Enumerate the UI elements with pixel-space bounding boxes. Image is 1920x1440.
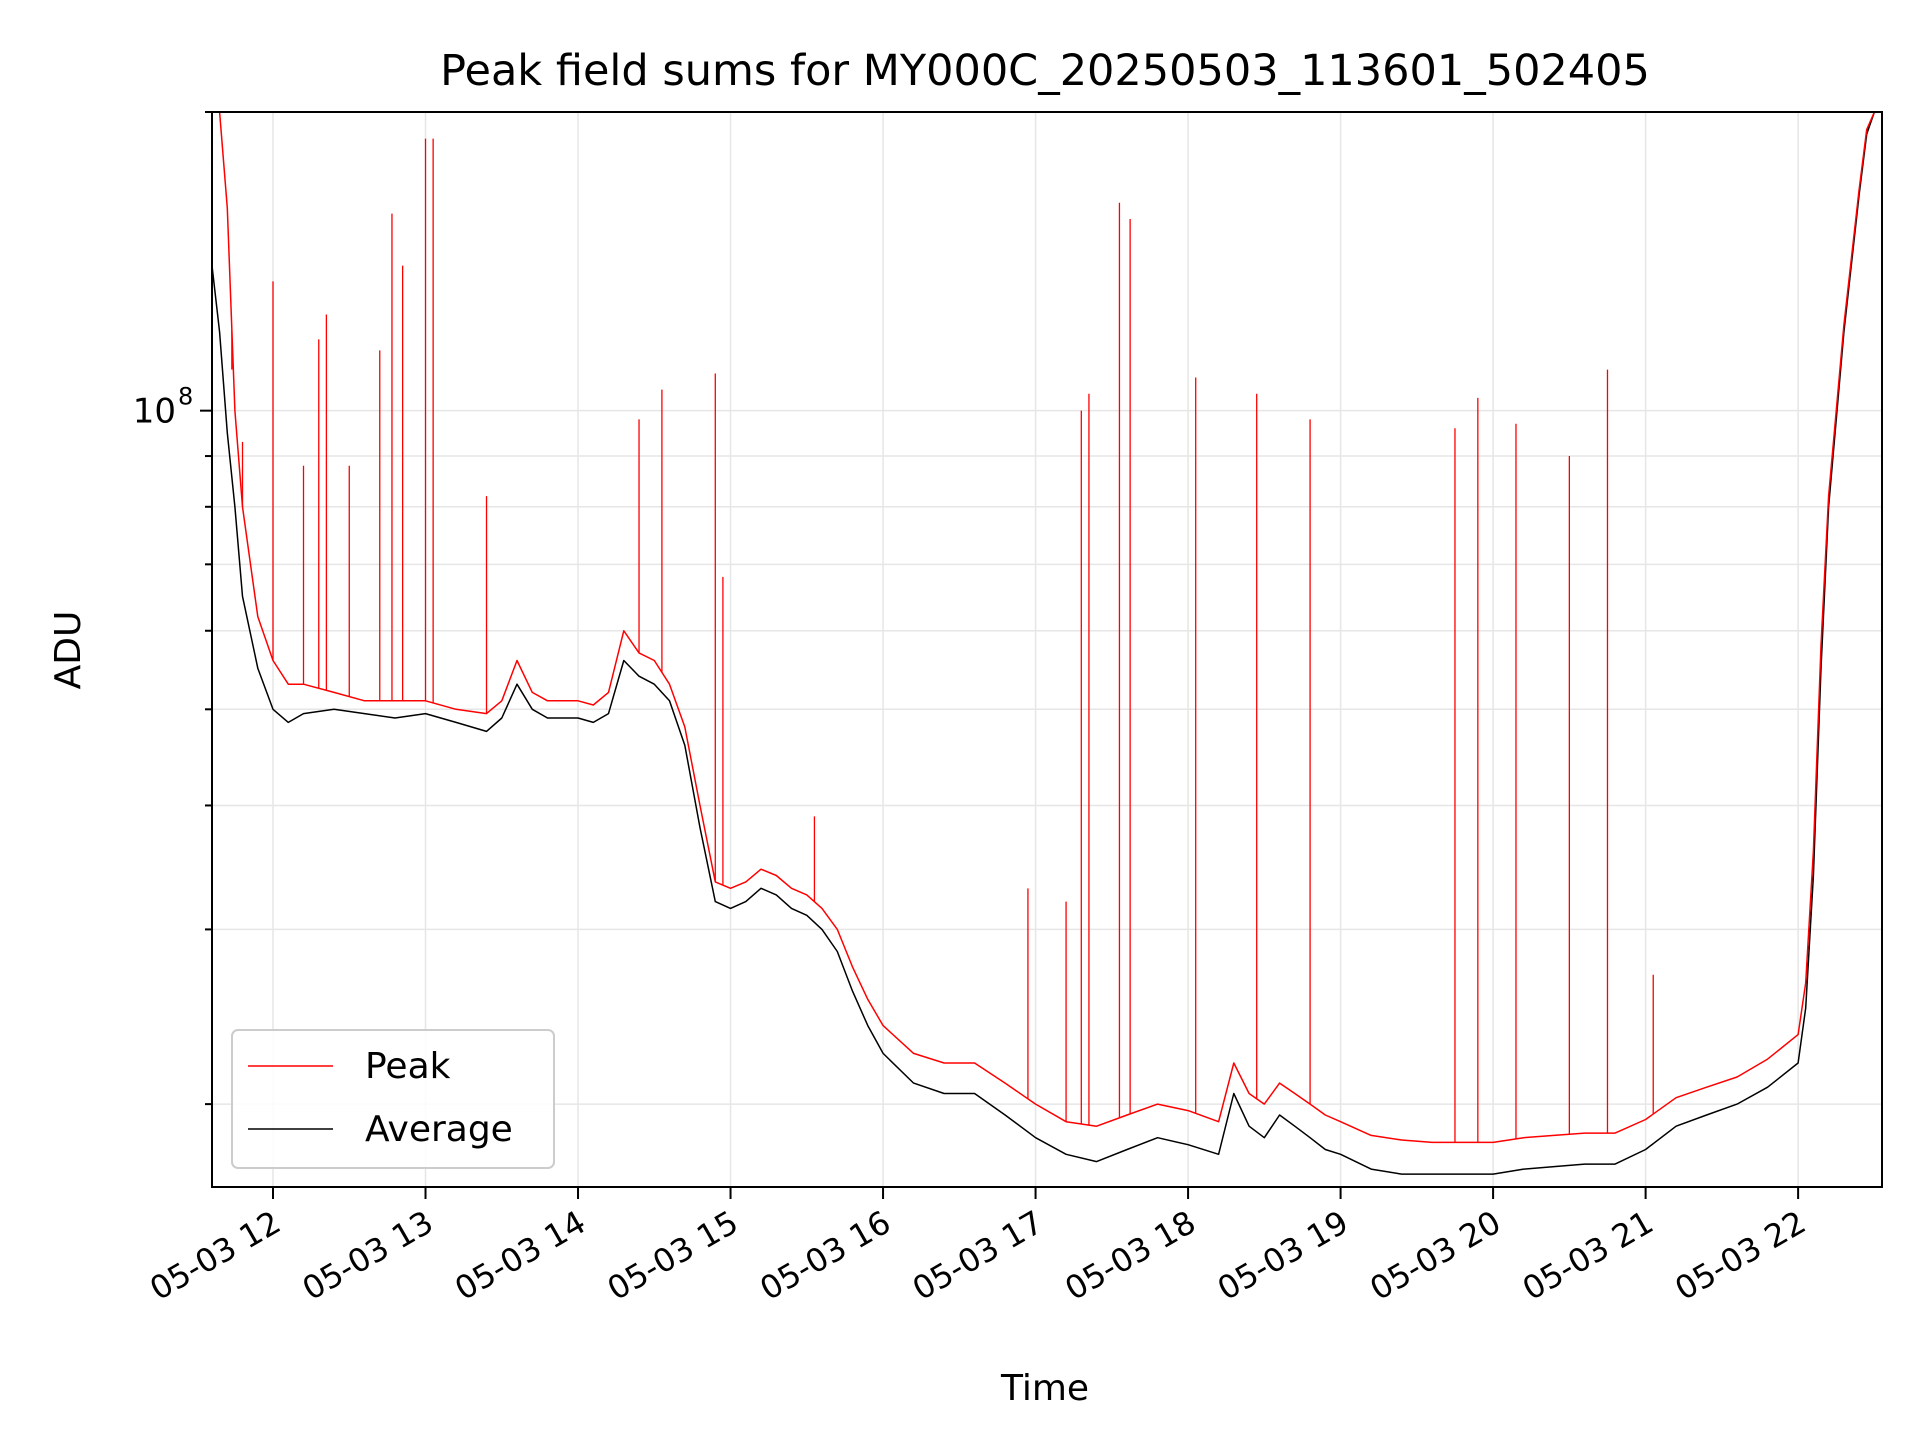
legend: Peak Average [231, 1029, 555, 1169]
plot-frame [211, 111, 1883, 1188]
y-axis-label: ADU [48, 611, 89, 690]
y-tick-label-base: 10 [133, 392, 176, 432]
average-line [211, 111, 1876, 1175]
legend-box [231, 1029, 555, 1169]
y-tick-label-exponent: 8 [178, 383, 193, 411]
peak-line [212, 111, 1876, 1144]
legend-peak-label: Peak [365, 1046, 451, 1087]
average-series [211, 111, 1876, 1175]
legend-average-label: Average [365, 1109, 513, 1150]
peak-series [212, 111, 1876, 1144]
grid [212, 111, 1882, 1187]
chart-title: Peak field sums for MY000C_20250503_1136… [440, 46, 1650, 96]
x-axis-label: Time [1000, 1368, 1089, 1409]
